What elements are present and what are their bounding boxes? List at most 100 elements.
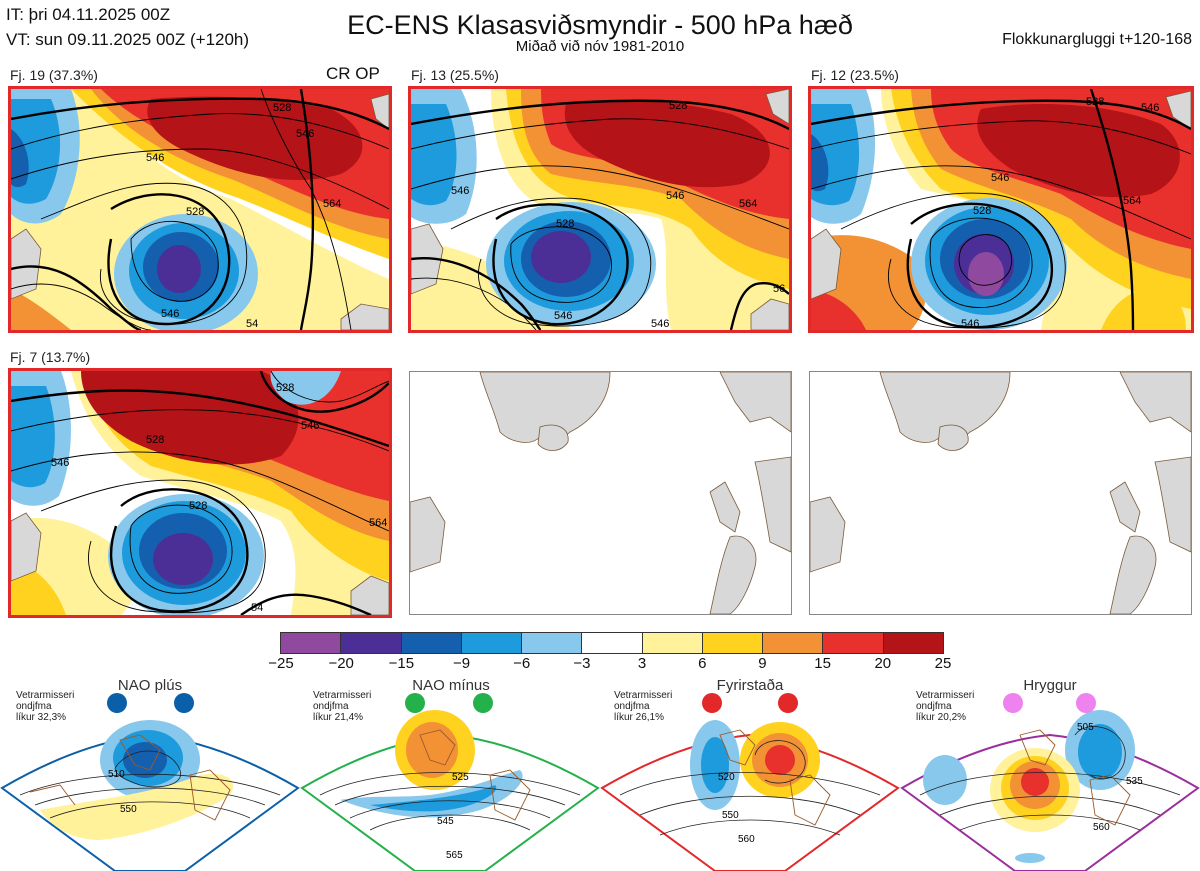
colorbar-tick-label: −20 [328, 655, 354, 672]
colorbar-swatch [400, 633, 461, 653]
colorbar-swatch [581, 633, 642, 653]
contour-label: 546 [301, 420, 319, 432]
note-line: líkur 21,4% [313, 712, 364, 723]
contour-label: 535 [1126, 776, 1143, 787]
contour-label: 528 [276, 382, 294, 394]
regime-note-nao-plus: Vetrarmisseri ondjfma líkur 32,3% [16, 690, 74, 723]
regime-dot [778, 693, 798, 713]
contour-label: 550 [120, 804, 137, 815]
regime-dot [473, 693, 493, 713]
contour-label: 54 [251, 602, 263, 614]
cluster-map-1: 528 546 546 564 528 546 54 [8, 86, 392, 333]
contour-label: 565 [446, 850, 463, 861]
regime-note-blocking: Vetrarmisseri ondjfma líkur 26,1% [614, 690, 672, 723]
colorbar-tick-label: 9 [758, 655, 767, 672]
colorbar [280, 632, 944, 654]
cluster-map-3-graphic: 528 546 564 528 546 546 [811, 89, 1191, 330]
contour-label: 510 [108, 769, 125, 780]
contour-label: 528 [556, 218, 574, 230]
contour-label: 528 [973, 205, 991, 217]
contour-label: 546 [146, 152, 164, 164]
note-line: Vetrarmisseri [313, 690, 372, 701]
regime-title-nao-minus: NAO mínus [412, 677, 490, 694]
valid-time: VT: sun 09.11.2025 00Z (+120h) [6, 30, 250, 49]
page-subtitle: Miðað við nóv 1981-2010 [515, 38, 685, 55]
cluster-map-1-graphic: 528 546 546 564 528 546 54 [11, 89, 389, 330]
colorbar-tick-label: 20 [874, 655, 892, 672]
cluster-map-2: 528 546 528 546 564 546 546 56 [408, 86, 792, 333]
note-line: líkur 20,2% [916, 712, 967, 723]
contour-label: 546 [451, 185, 469, 197]
regime-dot [702, 693, 722, 713]
colorbar-tick-label: 25 [934, 655, 952, 672]
contour-label: 564 [369, 517, 387, 529]
contour-label: 56 [773, 283, 785, 295]
regime-note-nao-minus: Vetrarmisseri ondjfma líkur 21,4% [313, 690, 371, 723]
cluster-label-4: Fj. 7 (13.7%) [10, 349, 91, 365]
contour-label: 564 [739, 198, 757, 210]
contour-label: 564 [323, 198, 341, 210]
colorbar-tick-label: −15 [388, 655, 415, 672]
contour-label: 546 [161, 308, 179, 320]
colorbar-tick-label: 6 [698, 655, 707, 672]
contour-label: 528 [1086, 96, 1104, 108]
colorbar-tick-label: −25 [268, 655, 294, 672]
regime-title-ridge: Hryggur [1023, 677, 1077, 694]
colorbar-swatch [521, 633, 582, 653]
contour-label: 520 [718, 772, 735, 783]
note-line: ondjfma [313, 701, 349, 712]
colorbar-swatch [701, 633, 763, 653]
contour-label: 550 [722, 810, 739, 821]
weather-regime-graphics: 510 550 525 545 565 [0, 710, 1200, 871]
contour-label: 546 [296, 128, 314, 140]
note-line: ondjfma [16, 701, 52, 712]
colorbar-tick-label: −9 [452, 655, 471, 672]
contour-label: 528 [189, 500, 207, 512]
regime-title-nao-plus: NAO plús [117, 677, 183, 694]
regime-nao-minus: 525 545 565 [300, 710, 600, 871]
contour-label: 54 [246, 318, 258, 330]
regime-dot [174, 693, 194, 713]
colorbar-swatch [762, 633, 823, 653]
contour-label: 528 [186, 206, 204, 218]
regime-note-ridge: Vetrarmisseri ondjfma líkur 20,2% [916, 690, 974, 723]
regime-title-blocking: Fyrirstaða [716, 677, 784, 694]
cluster-label-2: Fj. 13 (25.5%) [411, 67, 499, 83]
regime-dot [405, 693, 425, 713]
contour-label: 560 [1093, 822, 1110, 833]
contour-label: 564 [1123, 195, 1141, 207]
issue-time: IT: þri 04.11.2025 00Z [6, 5, 171, 24]
contour-label: 528 [669, 100, 687, 112]
cluster-map-4-graphic: 528 546 528 528 546 564 54 [11, 371, 389, 615]
colorbar-tick-label: −3 [573, 655, 591, 672]
cluster-label-3: Fj. 12 (23.5%) [811, 67, 899, 83]
colorbar-tick-label: 15 [814, 655, 831, 672]
regime-blocking: 520 550 560 [600, 720, 900, 871]
colorbar-swatch [882, 633, 943, 653]
contour-label: 546 [651, 318, 669, 330]
colorbar-swatch [281, 633, 341, 653]
contour-label: 505 [1077, 722, 1094, 733]
cr-op-tag: CR OP [326, 64, 380, 83]
contour-label: 546 [666, 190, 684, 202]
colorbar-swatch [641, 633, 702, 653]
note-line: ondjfma [614, 701, 650, 712]
contour-label: 546 [51, 457, 69, 469]
colorbar-tick-label: −6 [513, 655, 531, 672]
regime-dot [1076, 693, 1096, 713]
cluster-map-2-graphic: 528 546 528 546 564 546 546 56 [411, 89, 789, 330]
colorbar-swatch [822, 633, 883, 653]
note-line: Vetrarmisseri [916, 690, 975, 701]
cluster-label-1: Fj. 19 (37.3%) [10, 67, 98, 83]
contour-label: 546 [961, 318, 979, 330]
classification-window: Flokkunargluggi t+120-168 [1002, 31, 1192, 48]
note-line: ondjfma [916, 701, 952, 712]
contour-label: 546 [554, 310, 572, 322]
colorbar-tick-label: 3 [637, 655, 647, 672]
empty-map-5 [409, 371, 792, 615]
empty-map-6 [809, 371, 1192, 615]
contour-label: 525 [452, 772, 469, 783]
empty-map-6-graphic [810, 372, 1191, 614]
empty-map-5-graphic [410, 372, 791, 614]
page-title: EC-ENS Klasasviðsmyndir - 500 hPa hæð [347, 10, 853, 40]
